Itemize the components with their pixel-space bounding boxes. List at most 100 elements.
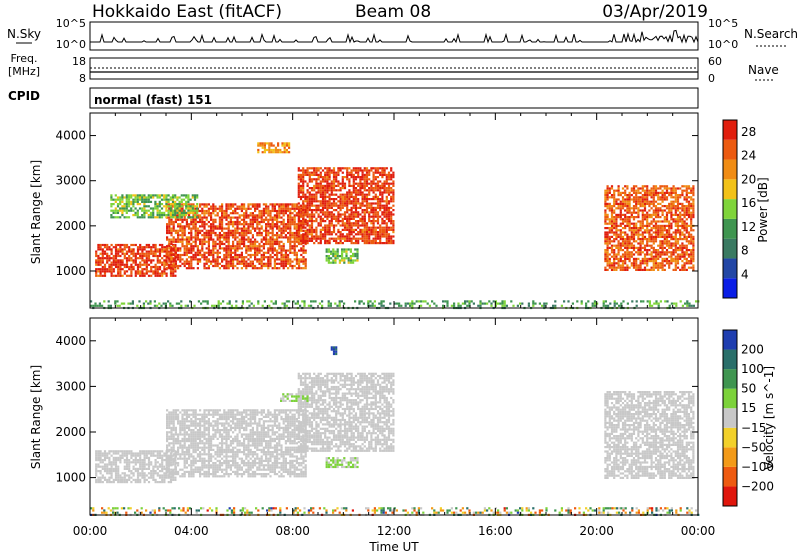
heatmap-cell xyxy=(289,260,292,263)
heatmap-cell xyxy=(318,302,321,305)
heatmap-cell xyxy=(337,167,340,170)
heatmap-cell xyxy=(188,214,191,217)
heatmap-cell xyxy=(368,235,371,238)
heatmap-cell xyxy=(352,202,355,205)
heatmap-cell xyxy=(232,212,235,215)
heatmap-cell xyxy=(101,265,104,269)
heatmap-cell xyxy=(354,169,358,172)
heatmap-cell xyxy=(289,234,292,237)
heatmap-cell xyxy=(285,300,288,303)
heatmap-cell xyxy=(229,245,232,248)
heatmap-cell xyxy=(278,247,281,250)
heatmap-cell xyxy=(185,211,188,214)
heatmap-cell xyxy=(332,193,336,196)
heatmap-cell xyxy=(606,185,609,188)
heatmap-cell xyxy=(166,236,169,239)
heatmap-cell xyxy=(256,225,259,228)
heatmap-cell xyxy=(132,214,135,217)
heatmap-cell xyxy=(328,213,331,216)
heatmap-cell xyxy=(374,226,377,229)
heatmap-cell xyxy=(103,272,107,275)
heatmap-cell xyxy=(387,200,391,203)
heatmap-cell xyxy=(673,302,676,305)
heatmap-cell xyxy=(348,235,351,238)
heatmap-cell xyxy=(661,191,664,194)
heatmap-cell xyxy=(643,244,647,247)
heatmap-cell xyxy=(134,270,137,273)
heatmap-cell xyxy=(357,213,360,216)
heatmap-cell xyxy=(617,205,620,208)
heatmap-cell xyxy=(289,218,292,221)
heatmap-cell xyxy=(282,249,285,252)
heatmap-cell xyxy=(334,250,337,253)
heatmap-cell xyxy=(210,218,213,221)
heatmap-cell xyxy=(631,300,634,303)
heatmap-cell xyxy=(350,171,353,174)
heatmap-cell xyxy=(282,207,285,210)
heatmap-cell xyxy=(171,216,175,219)
heatmap-cell xyxy=(385,176,388,179)
heatmap-cell xyxy=(365,184,369,187)
heatmap-cell xyxy=(205,267,208,270)
heatmap-cell xyxy=(370,215,373,218)
heatmap-cell xyxy=(165,200,168,203)
heatmap-cell xyxy=(123,272,126,275)
heatmap-cell xyxy=(670,238,673,241)
heatmap-cell xyxy=(236,216,239,219)
heatmap-cell xyxy=(339,189,342,192)
heatmap-cell xyxy=(626,194,629,197)
heatmap-cell xyxy=(254,203,257,206)
heatmap-cell xyxy=(687,185,691,188)
heatmap-cell xyxy=(641,251,644,254)
heatmap-cell xyxy=(229,216,232,219)
heatmap-cell xyxy=(172,264,175,268)
heatmap-cell xyxy=(657,216,660,219)
heatmap-cell xyxy=(387,239,391,242)
heatmap-cell xyxy=(313,167,316,170)
heatmap-cell xyxy=(352,198,355,201)
heatmap-cell xyxy=(681,266,684,269)
heatmap-cell xyxy=(643,229,647,232)
heatmap-cell xyxy=(608,205,611,208)
heatmap-cell xyxy=(308,191,311,194)
heatmap-cell xyxy=(652,262,655,265)
heatmap-cell xyxy=(379,198,382,201)
heatmap-cell xyxy=(661,200,664,203)
heatmap-cell xyxy=(363,215,366,218)
heatmap-cell xyxy=(295,207,298,210)
heatmap-cell xyxy=(315,233,318,236)
heatmap-cell xyxy=(297,215,300,218)
heatmap-cell xyxy=(385,213,388,216)
heatmap-cell xyxy=(282,205,285,208)
heatmap-cell xyxy=(321,217,325,220)
heatmap-cell xyxy=(247,207,250,210)
heatmap-cell xyxy=(308,180,311,183)
heatmap-cell xyxy=(145,243,148,247)
heatmap-cell xyxy=(372,189,375,192)
heatmap-cell xyxy=(621,198,625,201)
heatmap-cell xyxy=(158,272,162,275)
heatmap-cell xyxy=(95,261,98,264)
heatmap-cell xyxy=(295,256,298,259)
heatmap-cell xyxy=(194,251,197,254)
heatmap-cell xyxy=(174,205,177,208)
heatmap-cell xyxy=(251,225,254,228)
heatmap-cell xyxy=(262,212,265,215)
heatmap-cell xyxy=(210,236,213,239)
heatmap-cell xyxy=(330,182,333,185)
heatmap-cell xyxy=(236,258,239,261)
heatmap-cell xyxy=(143,259,146,262)
heatmap-cell xyxy=(420,304,423,307)
heatmap-cell xyxy=(143,194,146,197)
heatmap-cell xyxy=(243,225,246,228)
heatmap-cell xyxy=(637,198,640,201)
heatmap-cell xyxy=(360,300,363,303)
heatmap-cell xyxy=(304,233,307,236)
heatmap-cell xyxy=(221,218,224,221)
heatmap-cell xyxy=(238,223,241,226)
heatmap-cell xyxy=(288,300,291,303)
heatmap-cell xyxy=(330,193,333,196)
heatmap-cell xyxy=(659,242,662,245)
heatmap-cell xyxy=(245,209,248,213)
heatmap-cell xyxy=(372,198,375,201)
